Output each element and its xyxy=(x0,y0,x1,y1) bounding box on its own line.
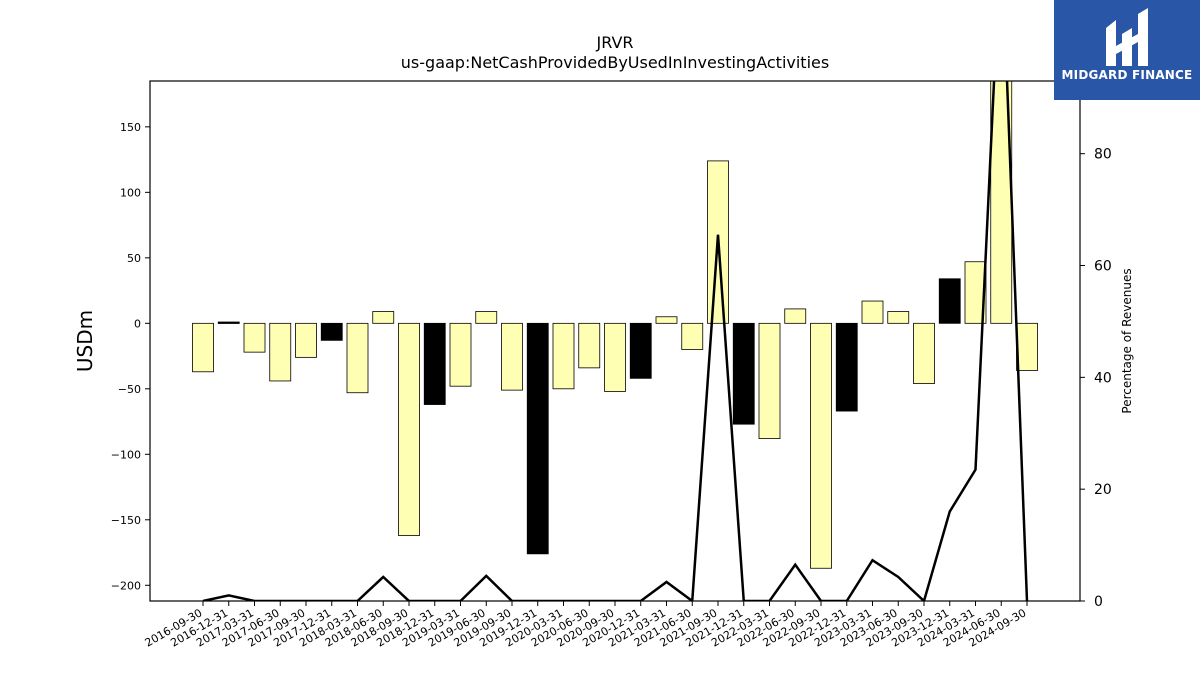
bar-2018-12-31 xyxy=(423,322,446,405)
bar-2020-06-30 xyxy=(578,322,601,369)
logo-text: MIDGARD FINANCE xyxy=(1061,68,1193,82)
chart-title: JRVR xyxy=(595,33,633,52)
y2-tick-label: 60 xyxy=(1094,259,1112,275)
bar-2017-06-30 xyxy=(269,322,292,382)
bar-2019-09-30 xyxy=(501,322,523,391)
bar-2023-09-30 xyxy=(913,322,935,384)
y2-tick-label: 40 xyxy=(1094,370,1112,386)
bar-2022-09-30 xyxy=(810,322,832,569)
revenue-percentage-line xyxy=(202,81,1029,601)
y-tick-label: 100 xyxy=(120,186,141,199)
bar-2019-06-30 xyxy=(475,311,498,324)
y-tick-label: −50 xyxy=(118,383,141,396)
midgard-finance-logo: MIDGARD FINANCE xyxy=(1054,0,1200,100)
bar-2024-03-31 xyxy=(964,261,987,324)
y-axis-label: USDm xyxy=(73,310,97,372)
midgard-logo-icon xyxy=(1106,8,1148,66)
y-tick-label: 0 xyxy=(134,317,141,330)
bar-2018-06-30 xyxy=(372,311,395,324)
bar-2022-06-30 xyxy=(784,308,807,324)
y2-axis-label: Percentage of Revenues xyxy=(1120,268,1134,413)
y-tick-label: −150 xyxy=(111,514,141,527)
y2-tick-label: 20 xyxy=(1094,482,1112,498)
bar-2022-12-31 xyxy=(835,322,858,412)
bar-2017-12-31 xyxy=(320,322,343,341)
bar-2016-09-30 xyxy=(192,322,214,373)
bar-2024-09-30 xyxy=(1016,322,1038,371)
bar-2018-09-30 xyxy=(398,322,420,536)
bar-2023-12-31 xyxy=(938,278,961,324)
bar-2017-09-30 xyxy=(295,322,317,358)
y2-tick-label: 80 xyxy=(1094,147,1112,163)
y-tick-label: −200 xyxy=(111,579,141,592)
y-tick-label: 50 xyxy=(127,252,141,265)
bar-2021-06-30 xyxy=(681,322,704,350)
y-tick-label: 150 xyxy=(120,121,141,134)
bar-2023-03-31 xyxy=(861,300,884,324)
bar-2017-03-31 xyxy=(243,322,266,353)
y-tick-label: −100 xyxy=(111,448,141,461)
chart-subtitle: us-gaap:NetCashProvidedByUsedInInvesting… xyxy=(401,53,829,72)
bar-2020-09-30 xyxy=(604,322,626,392)
bar-2021-12-31 xyxy=(732,322,755,425)
bar-2019-03-31 xyxy=(449,322,472,387)
y2-tick-label: 0 xyxy=(1094,594,1103,610)
bar-2022-03-31 xyxy=(758,322,781,439)
bar-2018-03-31 xyxy=(346,322,369,394)
bar-2021-03-31 xyxy=(655,316,678,324)
bar-2020-12-31 xyxy=(629,322,652,379)
bar-2016-12-31 xyxy=(217,321,240,324)
bar-2019-12-31 xyxy=(526,322,549,555)
bar-2020-03-31 xyxy=(552,322,575,390)
bar-2023-06-30 xyxy=(887,311,910,324)
